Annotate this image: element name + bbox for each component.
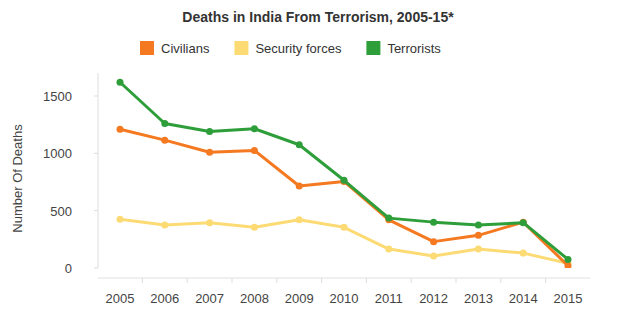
x-tick [411,278,412,283]
series-point [296,141,303,148]
series-point [430,238,437,245]
series-point [520,250,527,257]
x-tick [545,278,546,283]
chart: Deaths in India From Terrorism, 2005-15*… [0,0,628,310]
x-tick-label: 2009 [285,291,314,306]
series-point [520,219,527,226]
series-point [206,219,213,226]
x-tick [366,278,367,283]
series-line [120,82,568,259]
x-tick-label: 2006 [150,291,179,306]
y-axis-label: Number Of Deaths [10,124,25,233]
series-point [475,246,482,253]
x-tick-label: 2005 [106,291,135,306]
series-point [251,224,258,231]
series-point [161,137,168,144]
series-point [296,216,303,223]
legend-swatch [234,41,248,55]
y-tick [94,210,98,211]
legend-swatch [140,41,154,55]
y-tick-label: 1000 [43,146,72,161]
series-point [430,252,437,259]
series-point [117,216,124,223]
legend-swatch [366,41,380,55]
series-point [475,222,482,229]
y-tick [94,96,98,97]
series-point [430,219,437,226]
series-point [117,79,124,86]
x-axis-line [98,278,590,279]
y-tick-label: 0 [65,261,72,276]
legend-label: Civilians [161,41,210,56]
x-tick-label: 2008 [240,291,269,306]
x-tick-label: 2011 [375,291,403,306]
x-tick [500,278,501,283]
x-tick-label: 2015 [554,291,583,306]
series-point [565,262,572,268]
x-tick [142,278,143,283]
series-point [565,256,572,263]
y-tick [94,268,98,269]
series-point [206,149,213,156]
x-tick-label: 2014 [509,291,538,306]
y-tick [94,153,98,154]
series-point [161,222,168,229]
x-tick-label: 2010 [330,291,359,306]
x-tick [187,278,188,283]
series-point [206,128,213,135]
series-point [341,177,348,184]
series-point [296,183,303,190]
x-tick-label: 2007 [195,291,224,306]
x-tick-label: 2012 [419,291,448,306]
title: Deaths in India From Terrorism, 2005-15* [182,9,454,25]
legend-label: Security forces [255,41,341,56]
series-point [475,232,482,239]
x-tick [456,278,457,283]
legend-label: Terrorists [387,41,441,56]
x-tick [276,278,277,283]
series-point [385,246,392,253]
series-point [341,224,348,231]
x-tick [232,278,233,283]
series-point [385,215,392,222]
y-tick-label: 1500 [43,89,72,104]
plot-area [117,79,572,268]
series-point [161,120,168,127]
y-axis-line [98,73,99,268]
series-point [251,147,258,154]
series-point [251,125,258,132]
series-line [120,129,568,265]
series-line [120,219,568,263]
series-point [520,219,527,226]
y-tick-label: 500 [50,204,72,219]
x-tick [321,278,322,283]
series-point [117,126,124,133]
x-tick-label: 2013 [464,291,493,306]
